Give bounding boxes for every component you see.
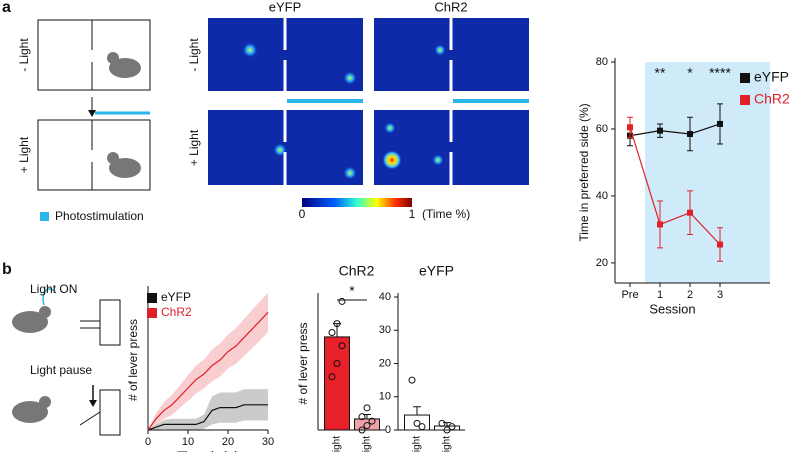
marker	[657, 127, 663, 134]
x-tick-label: Pre	[621, 289, 638, 301]
error-bar	[443, 422, 451, 427]
data-point	[333, 320, 341, 328]
marker	[687, 209, 693, 216]
colorbar-tick-label: 1	[409, 207, 416, 221]
y-axis-label: # of lever press	[126, 319, 140, 401]
data-point	[368, 417, 376, 425]
panel-label: a	[2, 0, 11, 16]
box-diagram	[37, 19, 151, 221]
y-tick-label: 0	[385, 424, 391, 436]
significance: **	[655, 65, 666, 81]
error-bar	[413, 406, 421, 416]
x-tick-label: + Light	[332, 436, 343, 452]
legend-swatch	[740, 95, 750, 105]
series-line	[629, 123, 721, 137]
significance: *	[687, 65, 693, 81]
series-line	[147, 404, 268, 431]
marker	[717, 241, 723, 248]
data-point	[338, 297, 346, 305]
x-tick-label: 3	[717, 289, 723, 301]
heatmap-title: eYFP	[269, 0, 302, 14]
significance: *	[349, 283, 355, 299]
colorbar-label: (Time %)	[422, 207, 470, 221]
marker	[627, 124, 633, 131]
data-point	[328, 373, 336, 381]
marker	[687, 130, 693, 137]
data-point	[363, 422, 371, 430]
diagram-label: Light ON	[30, 282, 77, 296]
y-tick-label: 80	[596, 56, 608, 68]
y-tick-label: 60	[596, 123, 608, 135]
data-point	[438, 419, 446, 427]
y-axis-label: # of lever press	[296, 322, 310, 404]
x-tick-label: - Light	[442, 436, 453, 452]
row-label: - Light	[187, 38, 201, 72]
bar	[324, 336, 350, 431]
chart-title: eYFP	[419, 263, 454, 279]
legend-label: eYFP	[754, 69, 789, 85]
x-tick-label: 2	[687, 289, 693, 301]
highlight	[645, 62, 770, 283]
legend-label: ChR2	[754, 91, 790, 107]
data-point	[333, 360, 341, 367]
y-axis-label: Time in preferred side (%)	[577, 103, 591, 241]
data-point	[418, 423, 426, 431]
diagram-label: Light pause	[30, 363, 92, 377]
legend-label: eYFP	[161, 290, 191, 304]
error-band	[148, 292, 268, 430]
data-point	[328, 328, 336, 336]
heatmap-title: ChR2	[434, 0, 467, 14]
y-tick-label: 10	[379, 391, 391, 403]
data-point	[413, 419, 421, 427]
y-tick-label: 20	[596, 257, 608, 269]
panel-label: b	[2, 261, 12, 278]
row-label: + Light	[187, 129, 201, 166]
error-band	[148, 389, 268, 430]
data-point	[358, 413, 366, 421]
legend-swatch	[740, 73, 750, 83]
data-point	[358, 426, 366, 434]
heatmaps	[208, 18, 529, 207]
legend-swatch	[147, 308, 157, 318]
y-tick-label: 40	[379, 291, 391, 303]
data-point	[408, 376, 416, 384]
row-label: - Light	[17, 38, 31, 72]
row-label: + Light	[17, 136, 31, 173]
bar	[404, 414, 430, 431]
chart-title: ChR2	[339, 263, 375, 279]
y-tick-label: 40	[596, 190, 608, 202]
data-point	[448, 423, 456, 431]
marker	[657, 221, 663, 228]
y-tick-label: 30	[379, 324, 391, 336]
x-tick-label: 30	[262, 436, 274, 448]
data-point	[443, 426, 451, 434]
data-point	[338, 342, 346, 350]
series-line	[629, 127, 721, 245]
colorbar-tick-label: 0	[299, 207, 306, 221]
x-axis-label: Session	[649, 301, 695, 316]
legend-swatch	[147, 293, 157, 303]
x-tick-label: 10	[182, 436, 194, 448]
legend-label: Photostimulation	[55, 209, 144, 223]
x-tick-label: 20	[222, 436, 234, 448]
series-line	[147, 311, 269, 431]
lever-diagram	[12, 288, 121, 436]
legend-label: ChR2	[161, 305, 192, 319]
data-point	[363, 404, 371, 412]
significance: ****	[709, 65, 731, 81]
y-tick-label: 20	[379, 357, 391, 369]
x-tick-label: 1	[657, 289, 663, 301]
x-tick-label: - Light	[362, 436, 373, 452]
x-axis-label: Time (min)	[177, 448, 239, 452]
x-tick-label: + Light	[412, 436, 423, 452]
marker	[717, 120, 723, 127]
x-tick-label: 0	[145, 436, 151, 448]
